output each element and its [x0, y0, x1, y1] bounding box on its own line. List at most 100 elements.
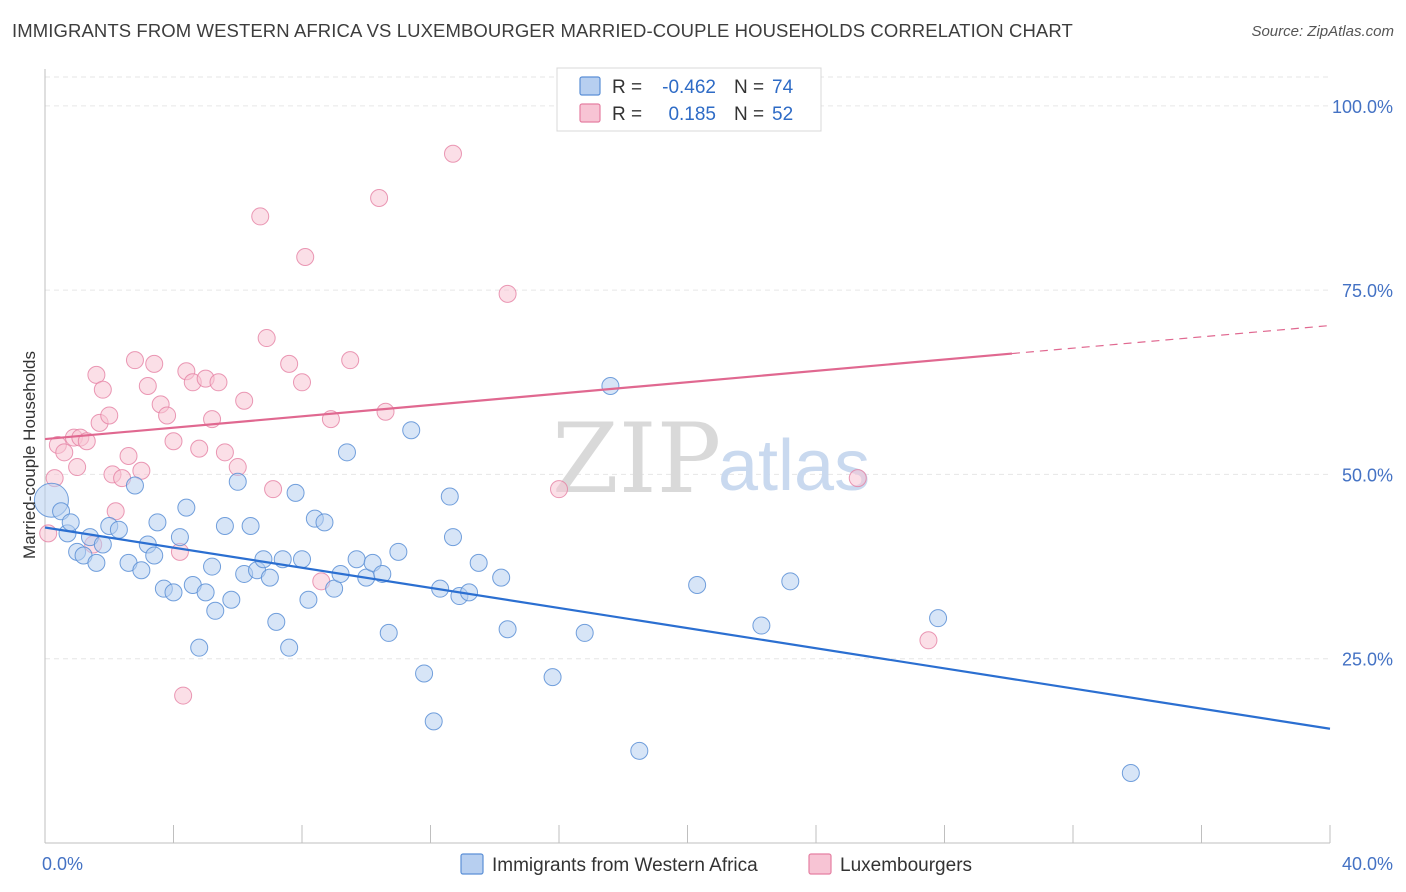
western-africa-point [206, 601, 225, 620]
watermark-atlas: atlas [718, 426, 870, 506]
western-africa-point [215, 517, 234, 536]
luxembourgers-point [848, 469, 867, 488]
luxembourgers-point [251, 207, 270, 226]
western-africa-point [132, 561, 151, 580]
tick-labels: 25.0% 50.0% 75.0% 100.0% 0.0% 40.0% [42, 97, 1393, 874]
western-africa-point [109, 520, 128, 539]
luxembourgers-trendline-extension [1011, 324, 1331, 355]
luxembourgers-point [257, 329, 276, 348]
luxembourgers-point [55, 443, 74, 462]
legend-n-label-blue: N = [734, 77, 764, 98]
luxembourgers-point [174, 686, 193, 705]
legend-stats: R = -0.462 N = 74 R = 0.185 N = 52 [556, 67, 822, 132]
luxembourgers-point [158, 406, 177, 425]
western-africa-point [164, 583, 183, 602]
western-africa-point [415, 664, 434, 683]
western-africa-point [203, 557, 222, 576]
luxembourgers-point [550, 480, 568, 499]
western-africa-point [688, 576, 707, 594]
bottom-legend-label-pink: Luxembourgers [840, 855, 972, 876]
x-tick-label-0: 0.0% [42, 854, 83, 874]
western-africa-point [402, 421, 421, 440]
western-africa-point [222, 590, 241, 609]
luxembourgers-point [77, 432, 96, 451]
luxembourgers-point [190, 439, 209, 458]
trend-lines [44, 324, 1331, 730]
luxembourgers-point [498, 284, 517, 303]
luxembourgers-point [264, 480, 283, 499]
western-africa-point [424, 712, 443, 731]
western-africa-point [601, 376, 620, 395]
luxembourgers-point [235, 391, 254, 410]
western-africa-points [33, 376, 1140, 782]
watermark-zip: ZIP [552, 403, 721, 515]
western-africa-point [280, 638, 299, 657]
legend-swatch-blue [579, 76, 601, 96]
western-africa-point [170, 528, 189, 547]
western-africa-point [443, 528, 462, 547]
luxembourgers-point [100, 406, 119, 425]
legend-r-value-pink: 0.185 [668, 104, 716, 125]
legend-n-label-pink: N = [734, 104, 764, 125]
y-axis-label: Married-couple Households [20, 351, 39, 559]
western-africa-point [1121, 763, 1140, 782]
western-africa-point [228, 472, 247, 491]
western-africa-point [929, 609, 948, 628]
legend-box [556, 67, 822, 132]
y-tick-label-0: 25.0% [1342, 650, 1393, 670]
luxembourgers-point [145, 354, 164, 373]
western-africa-point [61, 513, 80, 532]
luxembourgers-point [341, 351, 360, 370]
luxembourgers-point [443, 144, 462, 163]
legend-series: Immigrants from Western Africa Luxembour… [460, 853, 972, 876]
y-tick-label-1: 50.0% [1342, 465, 1393, 485]
western-africa-point [575, 623, 594, 642]
bottom-legend-swatch-blue [460, 853, 484, 875]
western-africa-point [299, 590, 318, 609]
western-africa-point [440, 487, 459, 506]
western-africa-point [543, 668, 562, 687]
axes [44, 69, 1331, 844]
y-tick-label-3: 100.0% [1332, 97, 1393, 117]
x-tick-label-1: 40.0% [1342, 854, 1393, 874]
western-africa-point [315, 513, 334, 532]
y-tick-label-2: 75.0% [1342, 281, 1393, 301]
bottom-legend-label-blue: Immigrants from Western Africa [492, 855, 758, 876]
luxembourgers-point [293, 373, 311, 392]
western-africa-point [241, 517, 260, 536]
western-africa-point [293, 550, 311, 569]
luxembourgers-point [376, 402, 395, 421]
western-africa-point [145, 546, 164, 565]
western-africa-trendline [44, 526, 1331, 730]
western-africa-point [492, 568, 511, 587]
western-africa-point [148, 513, 167, 532]
luxembourgers-point [93, 380, 112, 399]
legend-r-label-blue: R = [612, 77, 642, 98]
luxembourgers-point [138, 376, 157, 395]
western-africa-point [260, 568, 279, 587]
legend-swatch-pink [579, 103, 601, 123]
luxembourgers-points [39, 144, 938, 705]
legend-n-value-pink: 52 [772, 104, 793, 125]
luxembourgers-trendline [44, 352, 1013, 441]
western-africa-point [752, 616, 771, 635]
luxembourgers-point [68, 458, 87, 477]
western-africa-point [267, 612, 286, 631]
luxembourgers-point [125, 351, 144, 370]
luxembourgers-point [164, 432, 183, 451]
luxembourgers-point [119, 447, 138, 465]
western-africa-point [196, 583, 215, 602]
western-africa-point [389, 542, 408, 561]
western-africa-point [254, 550, 273, 569]
legend-n-value-blue: 74 [772, 77, 794, 98]
luxembourgers-point [296, 247, 315, 266]
western-africa-point [373, 564, 392, 583]
legend-r-label-pink: R = [612, 104, 642, 125]
western-africa-point [379, 623, 398, 642]
western-africa-point [337, 443, 356, 462]
western-africa-point [781, 572, 800, 591]
western-africa-point [286, 483, 305, 502]
luxembourgers-point [280, 354, 299, 373]
luxembourgers-point [919, 631, 938, 650]
